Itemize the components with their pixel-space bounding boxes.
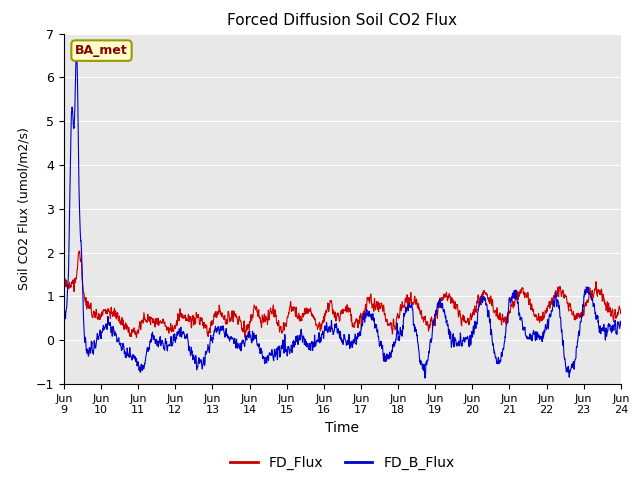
Legend: FD_Flux, FD_B_Flux: FD_Flux, FD_B_Flux [225,450,460,475]
FD_Flux [359,312,367,317]
FD_Flux [371,303,379,309]
FD_B_Flux [568,361,576,367]
Text: BA_met: BA_met [75,44,128,57]
FD_B_Flux [584,285,591,290]
FD_B_Flux [371,325,379,331]
Line: FD_Flux: FD_Flux [64,251,621,337]
FD_B_Flux [617,322,625,328]
FD_Flux [617,311,625,316]
Line: FD_B_Flux: FD_B_Flux [64,41,621,378]
FD_B_Flux [216,330,223,336]
FD_Flux [76,248,83,254]
FD_B_Flux [505,303,513,309]
FD_Flux [132,335,140,340]
FD_Flux [60,286,68,292]
FD_Flux [216,306,223,312]
X-axis label: Time: Time [325,421,360,435]
FD_B_Flux [359,323,367,328]
Y-axis label: Soil CO2 Flux (umol/m2/s): Soil CO2 Flux (umol/m2/s) [17,127,30,290]
FD_Flux [505,310,513,316]
FD_Flux [568,312,576,318]
FD_B_Flux [60,316,68,322]
FD_B_Flux [421,375,429,381]
FD_Flux [584,297,591,303]
FD_B_Flux [72,38,80,44]
Title: Forced Diffusion Soil CO2 Flux: Forced Diffusion Soil CO2 Flux [227,13,458,28]
